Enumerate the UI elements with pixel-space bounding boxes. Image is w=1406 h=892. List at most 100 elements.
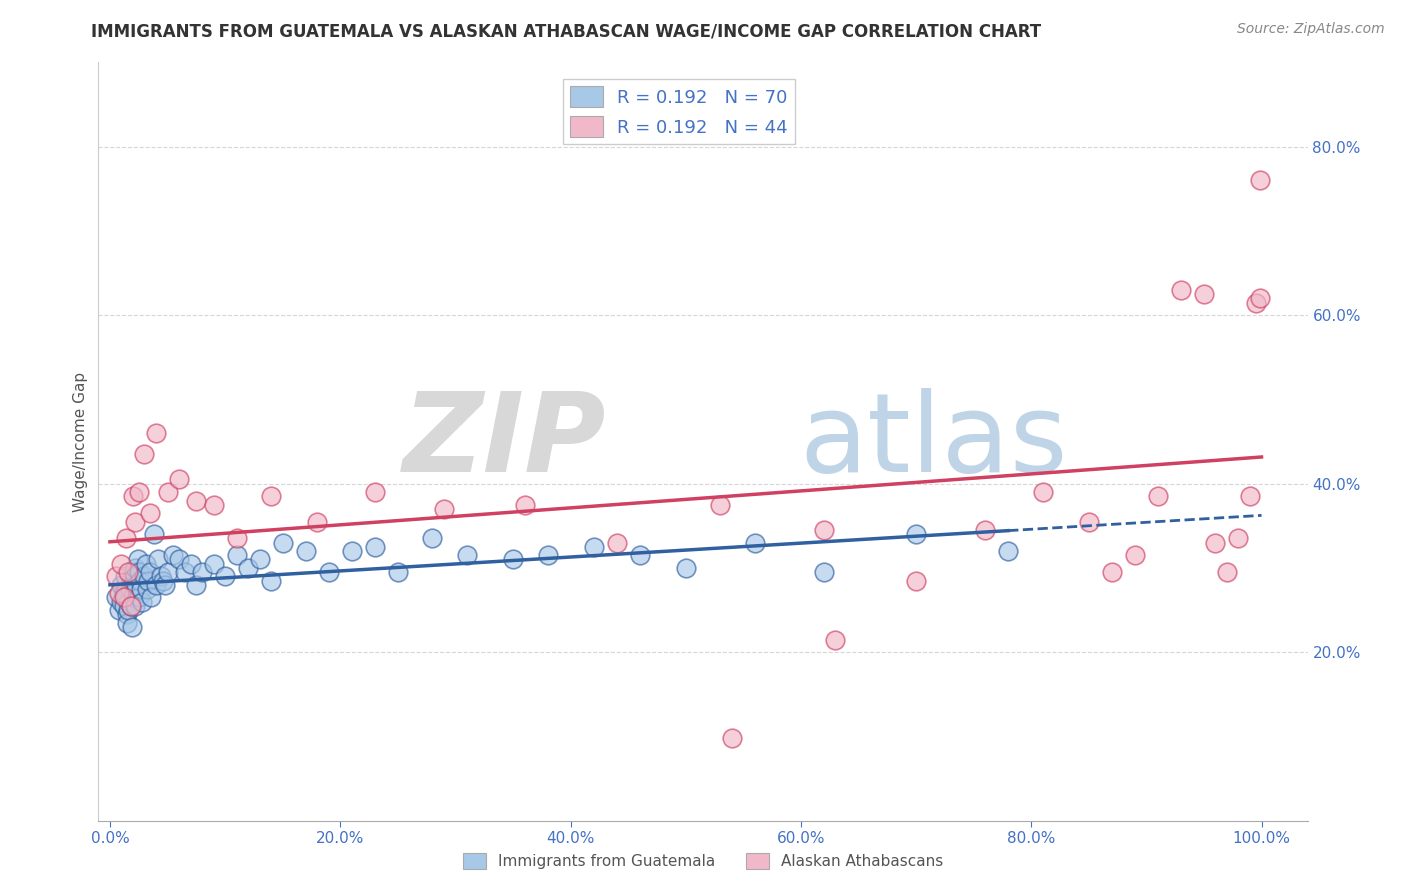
Point: [128, 485, 150, 500]
Text: Source: ZipAtlas.com: Source: ZipAtlas.com: [1237, 22, 1385, 37]
Point: [214, 569, 236, 583]
Point: [115, 607, 138, 622]
Text: ZIP: ZIP: [402, 388, 606, 495]
Point: [112, 591, 135, 605]
Point: [1123, 548, 1146, 563]
Point: [112, 586, 135, 600]
Point: [124, 599, 146, 613]
Point: [104, 569, 127, 583]
Point: [135, 557, 157, 571]
Point: [156, 485, 179, 500]
Point: [167, 473, 190, 487]
Text: IMMIGRANTS FROM GUATEMALA VS ALASKAN ATHABASCAN WAGE/INCOME GAP CORRELATION CHAR: IMMIGRANTS FROM GUATEMALA VS ALASKAN ATH…: [91, 22, 1042, 40]
Point: [202, 557, 225, 571]
Point: [905, 527, 928, 541]
Point: [117, 594, 139, 608]
Point: [124, 515, 146, 529]
Point: [180, 557, 202, 571]
Point: [110, 578, 132, 592]
Point: [129, 582, 152, 596]
Text: atlas: atlas: [800, 388, 1069, 495]
Point: [364, 540, 387, 554]
Point: [202, 498, 225, 512]
Point: [824, 632, 846, 647]
Point: [720, 731, 742, 745]
Point: [118, 582, 141, 596]
Point: [813, 523, 835, 537]
Point: [139, 506, 162, 520]
Point: [513, 498, 536, 512]
Point: [905, 574, 928, 588]
Point: [128, 574, 150, 588]
Point: [387, 565, 409, 579]
Point: [364, 485, 387, 500]
Point: [128, 565, 150, 579]
Point: [120, 599, 142, 613]
Point: [186, 493, 208, 508]
Point: [1101, 565, 1123, 579]
Point: [1147, 489, 1170, 503]
Point: [136, 574, 159, 588]
Point: [1249, 291, 1271, 305]
Point: [142, 527, 165, 541]
Point: [115, 615, 138, 630]
Point: [110, 557, 132, 571]
Point: [502, 552, 524, 566]
Point: [120, 574, 142, 588]
Point: [422, 532, 444, 546]
Point: [152, 574, 174, 588]
Point: [112, 599, 135, 613]
Point: [340, 544, 363, 558]
Point: [225, 532, 247, 546]
Point: [1239, 489, 1261, 503]
Point: [536, 548, 558, 563]
Point: [167, 552, 190, 566]
Point: [606, 535, 628, 549]
Point: [271, 535, 294, 549]
Point: [294, 544, 316, 558]
Point: [115, 591, 138, 605]
Point: [433, 502, 456, 516]
Point: [124, 561, 146, 575]
Point: [173, 565, 195, 579]
Point: [131, 594, 153, 608]
Point: [186, 578, 208, 592]
Point: [125, 578, 148, 592]
Point: [191, 565, 214, 579]
Point: [122, 591, 145, 605]
Point: [134, 569, 156, 583]
Point: [1204, 535, 1226, 549]
Point: [318, 565, 340, 579]
Point: [1227, 532, 1250, 546]
Point: [155, 578, 177, 592]
Point: [134, 447, 156, 461]
Point: [997, 544, 1019, 558]
Point: [1077, 515, 1099, 529]
Point: [121, 620, 143, 634]
Point: [156, 565, 179, 579]
Point: [117, 565, 139, 579]
Point: [108, 603, 131, 617]
Point: [582, 540, 605, 554]
Point: [456, 548, 478, 563]
Point: [1192, 287, 1215, 301]
Point: [148, 552, 170, 566]
Point: [974, 523, 997, 537]
Point: [1244, 295, 1267, 310]
Point: [225, 548, 247, 563]
Legend: Immigrants from Guatemala, Alaskan Athabascans: Immigrants from Guatemala, Alaskan Athab…: [457, 847, 949, 875]
Point: [117, 603, 139, 617]
Point: [120, 599, 142, 613]
Point: [128, 591, 150, 605]
Legend: R = 0.192   N = 70, R = 0.192   N = 44: R = 0.192 N = 70, R = 0.192 N = 44: [562, 79, 794, 145]
Point: [1032, 485, 1054, 500]
Point: [260, 574, 283, 588]
Point: [122, 565, 145, 579]
Point: [1170, 283, 1192, 297]
Point: [813, 565, 835, 579]
Point: [145, 578, 167, 592]
Point: [628, 548, 651, 563]
Point: [236, 561, 259, 575]
Point: [162, 548, 184, 563]
Point: [249, 552, 271, 566]
